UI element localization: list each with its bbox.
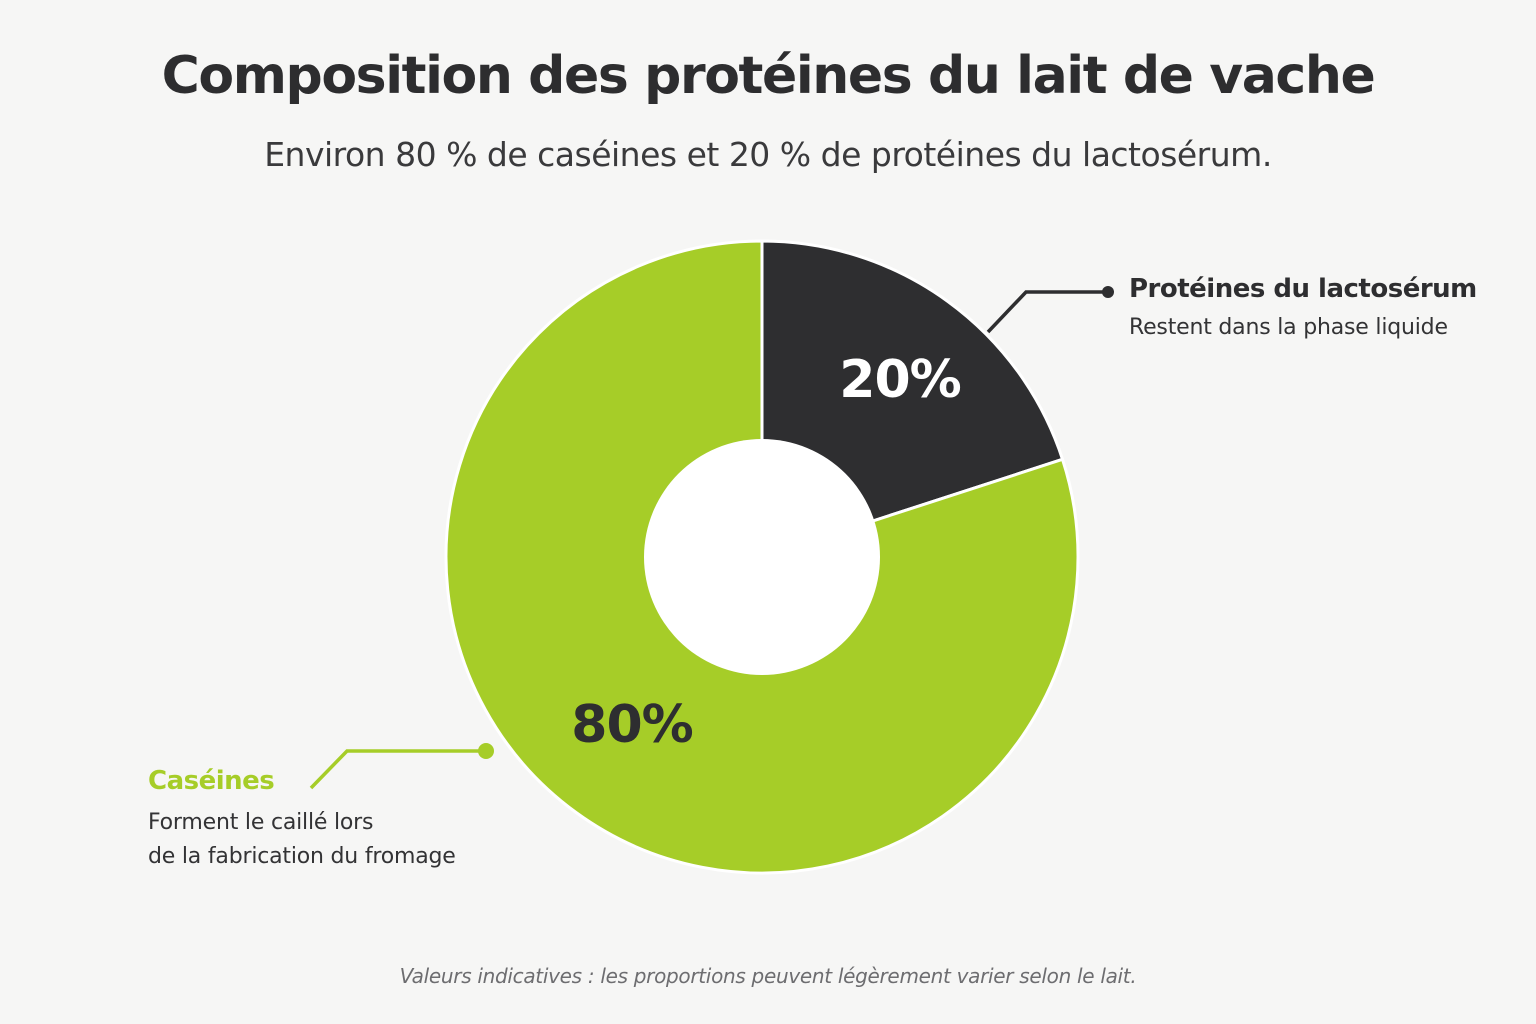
- chart-subtitle: Environ 80 % de caséines et 20 % de prot…: [264, 135, 1272, 174]
- footnote: Valeurs indicatives : les proportions pe…: [399, 964, 1137, 988]
- legend-whey-description: Restent dans la phase liquide: [1129, 315, 1448, 340]
- donut-hole: [644, 439, 880, 675]
- caseins-leader-line: [309, 743, 494, 790]
- value-label-whey: 20%: [839, 350, 960, 410]
- whey-leader-line: [986, 286, 1114, 334]
- whey-leader-dot: [1102, 286, 1114, 298]
- legend-caseins-description-line-2: de la fabrication du fromage: [148, 844, 456, 869]
- chart-title: Composition des protéines du lait de vac…: [161, 46, 1376, 106]
- value-label-caseins: 80%: [571, 695, 692, 755]
- legend-caseins-description-line-1: Forment le caillé lors: [148, 810, 374, 835]
- legend-whey-title: Protéines du lactosérum: [1129, 274, 1477, 304]
- legend-caseins-title: Caséines: [148, 766, 275, 796]
- caseins-leader-dot: [478, 743, 494, 759]
